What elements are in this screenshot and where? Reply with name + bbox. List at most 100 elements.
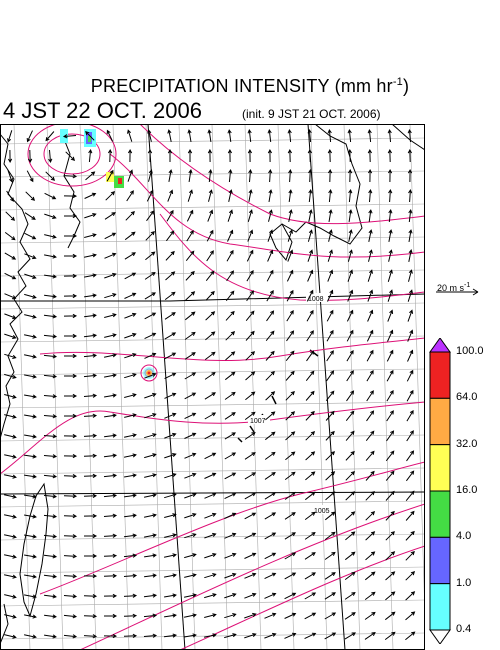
wind-arrow: [63, 453, 78, 459]
wind-arrow: [123, 553, 138, 558]
grid-meridian: [376, 124, 394, 650]
taiwan-coast: [19, 482, 49, 618]
wind-arrow: [63, 193, 78, 199]
wind-arrow: [264, 552, 277, 560]
wind-arrow: [63, 174, 78, 179]
grid-parallel: [0, 533, 425, 541]
wind-arrow: [368, 229, 373, 242]
wind-arrow: [387, 329, 394, 342]
grid-parallel: [0, 368, 425, 376]
wind-arrow: [103, 593, 118, 599]
wind-arrow: [408, 229, 413, 242]
wind-arrow: [266, 310, 275, 322]
wind-arrow: [405, 550, 415, 561]
wind-arrow: [44, 294, 57, 299]
wind-arrow: [164, 453, 177, 459]
wind-arrow: [44, 614, 57, 619]
wind-arrow: [367, 269, 373, 282]
wind-arrow: [204, 553, 217, 559]
wind-arrow: [287, 148, 293, 163]
wind-arrow: [244, 532, 257, 540]
colorbar-under-triangle: [429, 629, 451, 644]
wind-arrow: [64, 413, 78, 419]
wind-arrow: [284, 632, 297, 639]
wind-arrow: [24, 374, 37, 379]
wind-arrow: [345, 450, 355, 461]
grid-parallel: [0, 302, 425, 310]
wind-arrow: [184, 513, 197, 519]
wind-arrow: [44, 274, 57, 279]
wind-arrow: [4, 614, 17, 619]
grid-parallel: [0, 500, 425, 508]
wind-arrow: [224, 472, 237, 480]
wind-arrow: [204, 613, 217, 618]
wind-arrow: [307, 229, 313, 242]
grid-parallel: [0, 335, 425, 343]
wind-arrow: [184, 492, 197, 499]
wind-arrow: [24, 394, 37, 399]
wind-arrow: [124, 393, 137, 398]
reference-vector-text: 20 m s: [437, 283, 465, 293]
wind-arrow: [124, 272, 137, 280]
wind-arrow: [24, 534, 37, 539]
wind-arrow: [144, 513, 157, 518]
wind-arrow: [107, 148, 113, 163]
wind-arrow: [104, 393, 117, 398]
wind-arrow: [385, 591, 396, 601]
wind-arrow: [63, 433, 78, 439]
wind-arrow: [365, 551, 376, 561]
wind-arrow: [385, 531, 395, 541]
grid-parallel: [0, 434, 425, 442]
wind-arrow: [267, 249, 274, 262]
wind-vectors: [3, 128, 416, 641]
wind-arrow: [208, 189, 213, 202]
wind-arrow: [83, 413, 98, 418]
wind-arrow: [104, 232, 117, 240]
wind-arrow: [327, 249, 333, 262]
wind-arrow: [184, 533, 197, 539]
wind-arrow: [204, 371, 216, 380]
wind-arrow: [24, 614, 37, 619]
wind-arrow: [83, 593, 98, 599]
grid-meridian: [13, 124, 31, 650]
wind-arrow: [124, 332, 137, 339]
wind-arrow: [43, 574, 58, 579]
wind-arrow: [304, 531, 316, 540]
wind-arrow: [104, 413, 117, 418]
wind-arrow: [224, 633, 237, 639]
wind-arrow: [227, 148, 233, 163]
wind-arrow: [224, 552, 237, 559]
wind-arrow: [43, 414, 58, 419]
wind-arrow: [247, 229, 254, 242]
wind-arrow: [143, 633, 158, 638]
wind-arrow: [267, 229, 273, 242]
wind-arrow: [205, 290, 215, 301]
wind-arrow: [45, 171, 56, 181]
wind-arrow: [204, 492, 217, 499]
wind-arrow: [264, 512, 277, 520]
wind-arrow: [164, 312, 176, 320]
wind-arrow: [288, 168, 293, 183]
wind-arrow: [24, 212, 36, 220]
wind-arrow: [244, 472, 256, 480]
wind-arrow: [385, 551, 396, 561]
wind-arrow: [407, 329, 414, 342]
wind-arrow: [205, 331, 216, 341]
wind-arrow: [264, 431, 276, 441]
wind-arrow: [184, 452, 197, 459]
wind-arrow: [124, 513, 137, 518]
coastlines: [0, 124, 425, 645]
wind-arrow: [144, 272, 156, 280]
wind-arrow: [63, 614, 78, 619]
wind-arrow: [6, 190, 15, 202]
wind-arrow: [44, 634, 57, 639]
wind-arrow: [144, 372, 157, 379]
wind-arrow: [43, 434, 58, 439]
colorbar-level-label: 64.0: [456, 391, 478, 404]
wind-arrow: [348, 209, 353, 222]
wind-arrow: [224, 391, 236, 400]
wind-arrow: [126, 190, 134, 202]
wind-arrow: [306, 289, 314, 302]
wind-arrow: [284, 572, 297, 580]
wind-arrow: [405, 490, 415, 502]
